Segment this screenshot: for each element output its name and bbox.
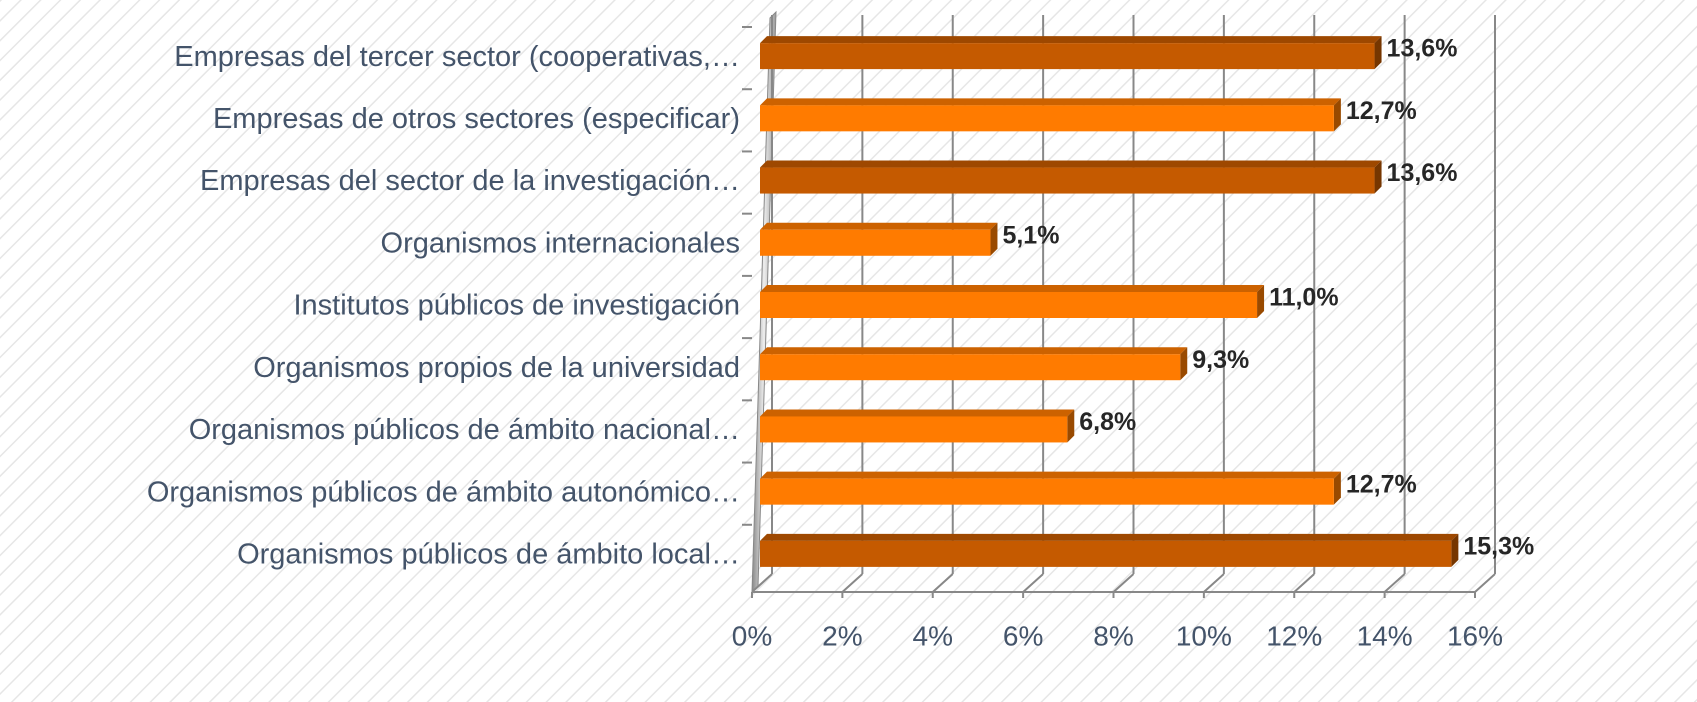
bar-side	[1333, 98, 1341, 132]
bar-side	[1451, 533, 1459, 567]
x-tick-label: 6%	[1003, 620, 1043, 651]
x-tick-label: 14%	[1357, 620, 1413, 651]
value-label: 5,1%	[1002, 221, 1059, 249]
bar-top	[760, 471, 1341, 479]
y-tick-label: Institutos públicos de investigación	[293, 290, 740, 322]
bar	[760, 43, 1375, 70]
floor-line	[841, 573, 864, 593]
value-label: 6,8%	[1079, 408, 1136, 436]
x-tick-label: 12%	[1266, 620, 1322, 651]
y-tick-label: Organismos internacionales	[381, 227, 740, 259]
floor-line	[751, 573, 773, 593]
bar	[760, 416, 1068, 443]
x-tick-label: 2%	[822, 620, 862, 651]
bar-top	[760, 222, 998, 230]
bar	[760, 540, 1452, 567]
bar-top	[760, 285, 1265, 292]
bar-top	[760, 160, 1382, 168]
floor-line	[1383, 573, 1406, 593]
floor-line	[932, 573, 954, 593]
bar	[760, 478, 1334, 505]
floor-line	[1474, 573, 1496, 593]
x-tick-label: 0%	[732, 620, 772, 651]
bar	[760, 292, 1258, 318]
floor-line	[1293, 573, 1315, 593]
bar-top	[760, 409, 1075, 417]
floor-line	[1203, 573, 1225, 593]
value-label: 12,7%	[1346, 470, 1417, 498]
bar-side	[1374, 36, 1382, 70]
value-label: 12,7%	[1346, 97, 1417, 125]
value-label: 13,6%	[1387, 35, 1458, 63]
value-label: 13,6%	[1387, 159, 1458, 187]
y-tick-label: Empresas del tercer sector (cooperativas…	[174, 41, 740, 73]
bar-side	[990, 222, 998, 256]
x-tick-label: 10%	[1176, 620, 1232, 651]
value-label: 15,3%	[1463, 532, 1534, 560]
y-tick-label: Organismos propios de la universidad	[253, 352, 740, 384]
bar-side	[1067, 409, 1075, 443]
bar-top	[760, 98, 1341, 106]
floor-line	[1112, 573, 1135, 593]
y-tick-label: Organismos públicos de ámbito autonómico…	[147, 476, 740, 508]
value-label: 9,3%	[1192, 346, 1249, 374]
bar-side	[1180, 347, 1188, 381]
x-tick-label: 4%	[913, 620, 953, 651]
bar-side	[1374, 160, 1382, 194]
bar-top	[760, 347, 1188, 355]
x-tick-label: 16%	[1447, 620, 1503, 651]
bar	[760, 105, 1334, 132]
x-tick-label: 8%	[1093, 620, 1133, 651]
y-tick-label: Organismos públicos de ámbito nacional…	[189, 414, 740, 446]
floor-line	[1022, 573, 1044, 593]
bar-side	[1333, 471, 1341, 505]
y-tick-label: Empresas del sector de la investigación…	[200, 165, 740, 197]
bar-top	[760, 533, 1459, 541]
y-tick-label: Organismos públicos de ámbito local…	[237, 539, 740, 571]
value-label: 11,0%	[1269, 284, 1339, 312]
bar-top	[760, 36, 1382, 44]
y-tick-label: Empresas de otros sectores (especificar)	[213, 103, 740, 135]
bar	[760, 354, 1181, 381]
bar	[760, 229, 991, 256]
bar	[760, 167, 1375, 194]
bar-side	[1257, 285, 1265, 318]
